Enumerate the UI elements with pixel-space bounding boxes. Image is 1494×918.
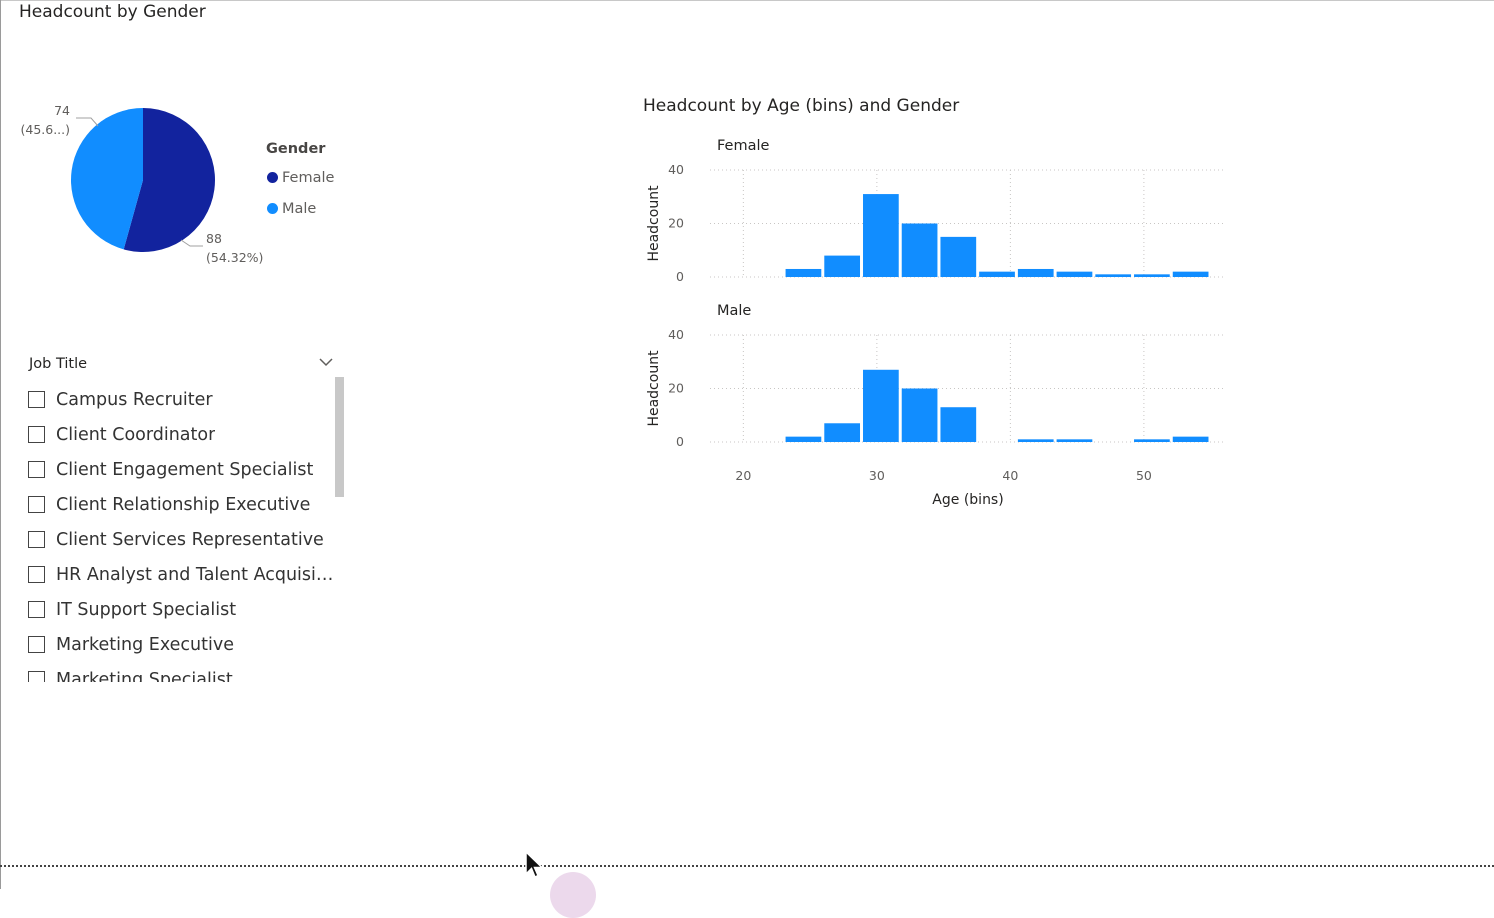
slicer-item[interactable]: Marketing Executive (28, 627, 338, 662)
checkbox[interactable] (28, 566, 45, 583)
bar-female[interactable] (979, 271, 1015, 277)
x-axis-title: Age (bins) (932, 492, 1003, 508)
y-axis-title: Headcount (646, 185, 662, 262)
cursor-arrow-icon (525, 850, 544, 879)
bar-male[interactable] (940, 407, 977, 442)
female-data-label-percent: (54.32%) (206, 250, 263, 265)
bar-female[interactable] (940, 236, 977, 277)
bar-male[interactable] (863, 369, 899, 442)
slicer-item-label: Client Coordinator (56, 424, 216, 445)
bar-female[interactable] (863, 194, 899, 277)
y-tick-label: 20 (668, 216, 684, 231)
checkbox[interactable] (28, 601, 45, 618)
slicer-item-label: Client Relationship Executive (56, 494, 311, 515)
x-tick-label: 20 (735, 468, 751, 483)
slicer-item[interactable]: Campus Recruiter (28, 382, 338, 417)
slicer-item[interactable]: Client Relationship Executive (28, 487, 338, 522)
x-tick-label: 50 (1136, 468, 1152, 483)
slicer-item-label: HR Analyst and Talent Acquisiti... (56, 564, 334, 585)
bar-female[interactable] (1134, 274, 1170, 277)
pie-chart-title: Headcount by Gender (19, 2, 206, 22)
slicer-item-label: Marketing Specialist (56, 669, 233, 683)
slicer-item[interactable]: IT Support Specialist (28, 592, 338, 627)
x-tick-label: 40 (1002, 468, 1018, 483)
checkbox[interactable] (28, 496, 45, 513)
checkbox[interactable] (28, 671, 45, 682)
checkbox[interactable] (28, 531, 45, 548)
checkbox[interactable] (28, 426, 45, 443)
bar-female[interactable] (1172, 271, 1209, 277)
slicer-item-label: Campus Recruiter (56, 389, 213, 410)
slicer-item[interactable]: Client Engagement Specialist (28, 452, 338, 487)
bar-male[interactable] (901, 388, 938, 443)
checkbox[interactable] (28, 391, 45, 408)
bar-male[interactable] (1017, 439, 1054, 442)
pie-legend: Gender Female Male (266, 141, 334, 224)
slicer-title: Job Title (29, 356, 88, 372)
pie-slice-male[interactable] (71, 108, 143, 250)
y-tick-label: 40 (668, 162, 684, 177)
checkbox[interactable] (28, 461, 45, 478)
y-tick-label: 40 (668, 327, 684, 342)
y-axis-title: Headcount (646, 350, 662, 427)
bar-male[interactable] (785, 436, 822, 442)
slicer-list: Campus Recruiter Client Coordinator Client… (28, 382, 338, 682)
bar-female[interactable] (1095, 274, 1132, 277)
bar-female[interactable] (824, 255, 861, 277)
legend-title: Gender (266, 141, 326, 157)
bar-female[interactable] (1017, 268, 1054, 277)
job-title-slicer: Job Title Campus Recruiter Client Coordin… (28, 352, 348, 682)
bar-male[interactable] (1172, 436, 1209, 442)
bar-male[interactable] (1056, 439, 1093, 442)
legend-label-female: Female (282, 169, 335, 186)
bar-female[interactable] (901, 223, 938, 278)
male-data-label-percent: (45.6...) (20, 122, 70, 137)
chevron-down-icon[interactable] (318, 356, 334, 368)
slicer-item[interactable]: HR Analyst and Talent Acquisiti... (28, 557, 338, 592)
slicer-item-label: IT Support Specialist (56, 599, 237, 620)
facet-label-male: Male (717, 303, 751, 319)
y-tick-label: 20 (668, 381, 684, 396)
slicer-scrollbar[interactable] (335, 377, 344, 497)
facet-label-female: Female (717, 138, 770, 154)
legend-item-male[interactable]: Male (267, 193, 334, 224)
click-indicator (550, 872, 596, 918)
x-tick-label: 30 (869, 468, 885, 483)
female-data-label-value: 88 (206, 231, 222, 246)
legend-item-female[interactable]: Female (267, 162, 334, 193)
bar-male[interactable] (824, 423, 861, 442)
age-histogram-chart[interactable]: 0 20 40 Female Headcount 0 20 40 Male Headcount 20… (620, 125, 1240, 520)
bar-male[interactable] (1134, 439, 1170, 442)
y-tick-label: 0 (676, 434, 684, 449)
pie-slice-female[interactable] (123, 108, 216, 253)
male-leader-line (76, 117, 99, 127)
canvas-bottom-boundary (0, 865, 1494, 867)
slicer-item[interactable]: Client Coordinator (28, 417, 338, 452)
slicer-item[interactable]: Client Services Representative (28, 522, 338, 557)
slicer-item-label: Client Services Representative (56, 529, 324, 550)
male-circle-icon (267, 203, 278, 214)
slicer-item-label: Client Engagement Specialist (56, 459, 314, 480)
bar-female[interactable] (1056, 271, 1093, 277)
canvas-top-border (0, 0, 1494, 1)
slicer-header: Job Title (28, 352, 348, 382)
checkbox[interactable] (28, 636, 45, 653)
slicer-item-label: Marketing Executive (56, 634, 234, 655)
pie-chart[interactable]: 74 (45.6...) 88 (54.32%) (0, 60, 340, 290)
female-circle-icon (267, 172, 278, 183)
bar-chart-title: Headcount by Age (bins) and Gender (643, 96, 960, 116)
female-leader-line (180, 239, 203, 247)
bar-female[interactable] (785, 268, 822, 277)
slicer-item[interactable]: Marketing Specialist (28, 662, 338, 682)
canvas-left-border (0, 0, 1, 889)
y-tick-label: 0 (676, 269, 684, 284)
male-data-label-value: 74 (54, 103, 70, 118)
legend-label-male: Male (282, 200, 317, 217)
